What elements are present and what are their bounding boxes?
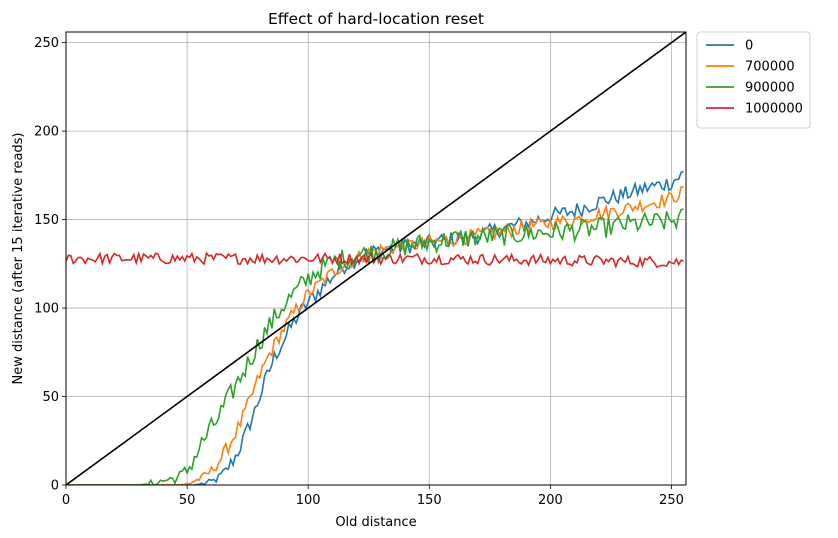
y-tick-label: 50 — [42, 390, 59, 405]
legend-label: 1000000 — [745, 102, 803, 117]
x-tick-label: 200 — [538, 493, 563, 508]
x-axis: 0 50 100 150 200 250 — [62, 485, 684, 508]
legend-box — [696, 31, 811, 129]
y-tick-label: 250 — [34, 36, 59, 51]
plot-frame — [65, 31, 687, 486]
plot-area — [66, 32, 686, 485]
series-line-1 — [66, 185, 684, 485]
series-line-2 — [66, 208, 684, 485]
y-axis-label: New distance (after 15 iterative reads) — [11, 132, 26, 384]
legend-label: 0 — [745, 39, 753, 54]
y-tick-label: 0 — [51, 479, 59, 494]
chart-title: Effect of hard-location reset — [268, 10, 484, 28]
x-axis-label: Old distance — [335, 515, 416, 530]
x-tick-label: 150 — [417, 493, 442, 508]
legend: 0 700000 900000 1000000 — [696, 31, 811, 129]
y-tick-label: 150 — [34, 213, 59, 228]
y-tick-label: 200 — [34, 125, 59, 140]
legend-label: 900000 — [745, 81, 795, 96]
y-tick-label: 100 — [34, 302, 59, 317]
y-axis: 0 50 100 150 200 250 — [34, 36, 66, 494]
x-tick-label: 0 — [62, 493, 70, 508]
series-line-3 — [66, 250, 684, 270]
legend-label: 700000 — [745, 60, 795, 75]
reference-line — [66, 32, 686, 485]
series-line-0 — [66, 170, 684, 485]
x-tick-label: 100 — [296, 493, 321, 508]
x-tick-label: 50 — [179, 493, 196, 508]
x-tick-label: 250 — [659, 493, 684, 508]
